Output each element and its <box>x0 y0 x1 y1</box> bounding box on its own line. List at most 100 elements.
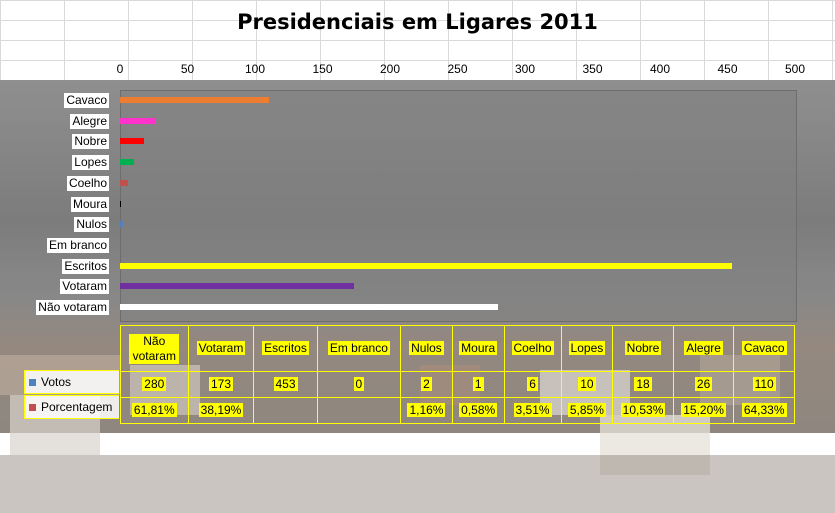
x-tick-label: 450 <box>717 62 738 76</box>
table-column-header-text: Não votaram <box>129 333 180 364</box>
table-row-label: Votos <box>24 370 119 394</box>
table-cell: 453 <box>253 371 318 398</box>
table-cell-value: 61,81% <box>131 403 177 417</box>
table-cell: 1,16% <box>400 397 453 424</box>
table-cell: 10,53% <box>612 397 674 424</box>
bar-escritos <box>120 262 732 269</box>
table-cell: 2 <box>400 371 453 398</box>
table-row-porcentagem: 61,81% 38,19% 1,16% 0,58% 3,51% 5,85% 10,53% 15… <box>120 397 795 424</box>
bar-coelho <box>120 179 129 186</box>
category-label: Moura <box>70 196 109 212</box>
table-cell-value: 5,85% <box>567 403 606 417</box>
legend-label: Porcentagem <box>41 400 113 414</box>
table-column-header: Moura <box>451 325 505 372</box>
table-cell-value: 6 <box>527 377 538 391</box>
table-cell-value: 10 <box>578 377 596 391</box>
table-cell-value: 1,16% <box>407 403 446 417</box>
table-cell-value: 0,58% <box>459 403 498 417</box>
table-cell-value: 26 <box>694 377 713 391</box>
table-cell: 15,20% <box>672 397 735 424</box>
table-cell: 280 <box>120 371 189 398</box>
table-cell-value: 18 <box>634 377 652 391</box>
table-cell-value: 3,51% <box>513 403 552 417</box>
table-cell: 0 <box>316 371 402 398</box>
legend-key-votos <box>29 378 36 386</box>
category-label: Alegre <box>70 113 109 129</box>
table-cell: 26 <box>672 371 735 398</box>
table-column-header-text: Lopes <box>568 341 606 355</box>
table-column-header: Escritos <box>253 325 318 372</box>
table-column-header-text: Escritos <box>262 341 309 355</box>
table-column-header-text: Alegre <box>684 341 723 355</box>
x-tick-label: 150 <box>312 62 333 76</box>
bar-moura <box>120 200 122 207</box>
bar-nobre <box>120 138 145 145</box>
x-tick-label: 300 <box>514 62 536 76</box>
table-cell: 5,85% <box>560 397 614 424</box>
x-tick-label: 250 <box>447 62 468 76</box>
table-header-row: Não votaram Votaram Escritos Em branco Nulos… <box>120 325 795 372</box>
table-cell: 38,19% <box>187 397 255 424</box>
table-cell: 0,58% <box>451 397 505 424</box>
bar-alegre <box>120 117 156 124</box>
table-cell: 64,33% <box>733 397 795 424</box>
x-tick-label: 100 <box>244 62 266 76</box>
category-label: Nobre <box>72 134 109 150</box>
x-tick-label: 350 <box>582 62 603 76</box>
chart-title: Presidenciais em Ligares 2011 <box>237 10 598 34</box>
table-cell: 6 <box>503 371 562 398</box>
table-column-header: Não votaram <box>120 325 189 372</box>
table-cell: 61,81% <box>120 397 189 424</box>
table-column-header: Nulos <box>400 325 453 372</box>
table-column-header-text: Moura <box>459 341 498 355</box>
table-cell-value: 453 <box>273 377 298 391</box>
category-label: Não votaram <box>36 300 109 315</box>
table-cell: 1 <box>451 371 505 398</box>
bar-não-votaram <box>120 304 498 310</box>
table-cell: 10 <box>560 371 614 398</box>
category-label: Lopes <box>72 155 109 171</box>
table-cell-value: 15,20% <box>681 403 726 417</box>
table-column-header-text: Votaram <box>196 341 246 355</box>
table-column-header-text: Coelho <box>511 341 554 355</box>
legend-label: Votos <box>41 375 72 389</box>
category-label: Nulos <box>74 217 109 233</box>
table-row-label: Porcentagem <box>24 395 119 419</box>
table-row-votos: 280 173 453 0 2 1 6 10 18 26 110 <box>120 371 795 398</box>
x-tick-label: 200 <box>379 62 401 76</box>
table-cell: 173 <box>187 371 255 398</box>
x-tick-label: 400 <box>649 62 671 76</box>
table-cell: 110 <box>733 371 795 398</box>
data-table: Não votaram Votaram Escritos Em branco Nulos… <box>120 325 795 424</box>
category-label: Cavaco <box>64 93 109 108</box>
table-column-header: Lopes <box>560 325 614 372</box>
table-column-header: Nobre <box>612 325 674 372</box>
table-cell: 18 <box>612 371 674 398</box>
table-cell-value: 110 <box>752 377 776 391</box>
table-column-header-text: Cavaco <box>741 341 787 355</box>
category-label: Votaram <box>60 279 109 295</box>
bar-cavaco <box>120 97 269 103</box>
category-label: Em branco <box>46 237 109 253</box>
table-column-header: Coelho <box>503 325 562 372</box>
category-label: Escritos <box>62 258 109 274</box>
table-column-header: Cavaco <box>733 325 795 372</box>
table-cell-value: 280 <box>142 377 167 391</box>
table-cell-value: 0 <box>353 377 365 391</box>
table-column-header-text: Em branco <box>327 341 390 355</box>
legend-key-porcentagem <box>29 403 36 411</box>
category-label: Coelho <box>66 175 109 191</box>
bar-lopes <box>120 159 134 166</box>
table-column-header: Votaram <box>187 325 255 372</box>
x-tick-label: 50 <box>180 62 195 76</box>
table-column-header: Alegre <box>672 325 735 372</box>
table-cell-value: 2 <box>421 377 432 391</box>
table-column-header: Em branco <box>316 325 402 372</box>
table-cell-value: 1 <box>472 377 484 391</box>
table-cell-value: 38,19% <box>198 403 244 417</box>
table-cell: 3,51% <box>503 397 562 424</box>
x-tick-label: 0 <box>116 62 124 76</box>
table-column-header-text: Nulos <box>409 341 444 355</box>
table-cell-value: 173 <box>208 377 233 391</box>
x-tick-label: 500 <box>784 62 806 76</box>
